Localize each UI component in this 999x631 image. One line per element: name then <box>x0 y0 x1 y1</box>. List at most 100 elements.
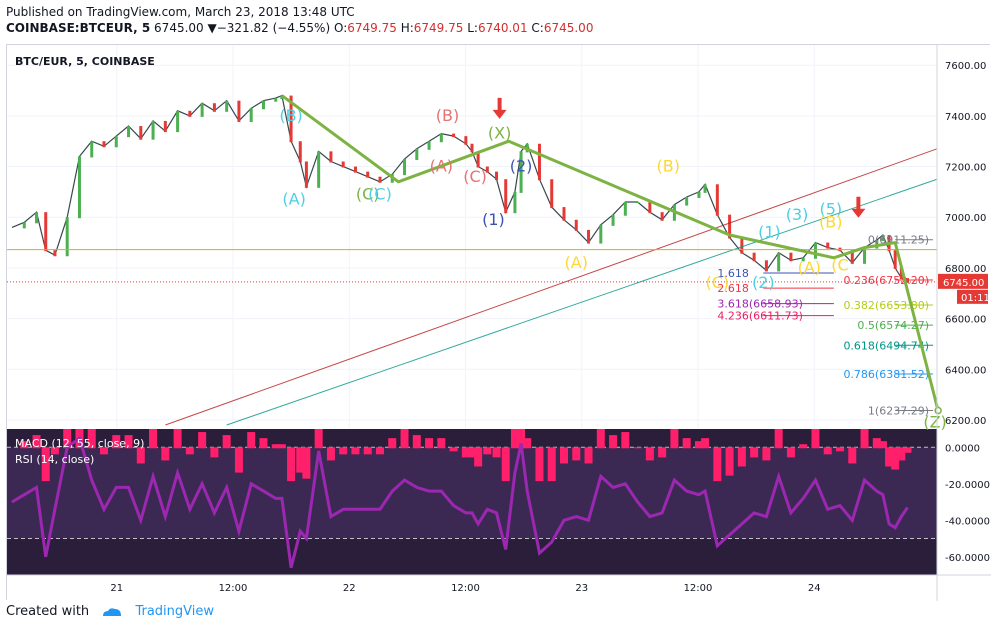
macd-histogram-bar <box>210 447 219 458</box>
candle <box>304 161 308 188</box>
x-tick-label: 23 <box>575 583 588 594</box>
macd-histogram-bar <box>296 447 305 473</box>
macd-histogram-bar <box>885 447 894 467</box>
candle <box>188 110 192 117</box>
candle <box>648 202 652 214</box>
macd-histogram-bar <box>860 429 869 449</box>
macd-histogram-bar <box>848 447 857 464</box>
macd-histogram-bar <box>149 429 158 449</box>
macd-histogram-bar <box>584 447 593 464</box>
x-tick-label: 22 <box>343 583 356 594</box>
candle <box>863 247 867 264</box>
macd-histogram-bar <box>87 429 96 449</box>
candle <box>341 161 345 168</box>
macd-histogram-bar <box>100 447 108 455</box>
wave-label: (B) <box>279 106 302 125</box>
teal-trendline <box>226 178 938 426</box>
wave-label: (A) <box>430 157 453 176</box>
fib-level-label: 0.5(6574.27) <box>857 319 929 332</box>
high-label: H: <box>400 21 414 35</box>
candle <box>53 250 57 257</box>
candle <box>261 100 265 110</box>
wave-label: (1) <box>482 210 505 229</box>
macd-histogram-bar <box>247 432 256 449</box>
macd-histogram-bar <box>774 429 783 449</box>
macd-histogram-bar <box>535 447 544 482</box>
down-arrow <box>851 196 866 218</box>
macd-histogram-bar <box>412 435 421 449</box>
y-tick-label: 6400.00 <box>945 365 986 376</box>
wave-label: (2) <box>510 157 533 176</box>
candle <box>212 103 216 112</box>
candle <box>225 100 229 112</box>
candle <box>899 267 903 280</box>
macd-histogram-bar <box>287 447 296 482</box>
candle <box>139 126 143 140</box>
candle <box>715 184 719 216</box>
candle <box>813 242 817 259</box>
macd-histogram-bar <box>523 438 532 449</box>
close-value: 6745.00 <box>543 21 594 35</box>
candle <box>378 176 382 183</box>
candle <box>550 179 554 209</box>
macd-histogram-bar <box>351 447 360 455</box>
wave-zigzag <box>281 94 940 411</box>
y-tick-label: 7600.00 <box>945 61 986 72</box>
candle <box>587 229 591 244</box>
footer: Created with TradingView <box>6 604 214 619</box>
macd-histogram-bar <box>32 435 41 449</box>
macd-histogram-bar <box>400 429 409 449</box>
candle <box>237 100 241 122</box>
macd-histogram-bar <box>185 447 194 455</box>
chart-frame[interactable]: 0(6911.25) 0.236(6752.20) 0.382(6653.80) 0.… <box>6 44 991 601</box>
candle <box>163 120 167 133</box>
x-tick-label: 21 <box>110 583 123 594</box>
osc-tick-label: 0.0000 <box>945 443 980 454</box>
macd-histogram-bar <box>897 447 906 461</box>
last-price: 6745.00 <box>154 21 204 35</box>
macd-histogram-bar <box>572 447 581 461</box>
candle <box>317 151 321 188</box>
candle <box>470 143 474 153</box>
macd-histogram-bar <box>136 447 145 464</box>
candle <box>697 191 701 198</box>
macd-histogram-bar <box>161 447 170 461</box>
y-tick-label: 7000.00 <box>945 213 986 224</box>
fib-level-label: 0.236(6752.20) <box>843 274 929 287</box>
macd-histogram-bar <box>234 447 243 473</box>
macd-histogram-bar <box>492 447 501 458</box>
price-axis: 7600.00 7400.00 7200.00 7000.00 6800.00 6600.… <box>7 45 991 601</box>
macd-histogram-bar <box>339 447 348 455</box>
macd-histogram-bar <box>501 447 510 482</box>
candle <box>464 136 468 145</box>
candle <box>703 184 707 193</box>
high-value: 6749.75 <box>413 21 464 35</box>
candle <box>513 191 517 214</box>
macd-histogram-bar <box>388 438 397 449</box>
y-tick-label: 6800.00 <box>945 264 986 275</box>
price-pane <box>11 94 909 283</box>
price-chart[interactable]: 0(6911.25)0.236(6752.20)0.382(6653.80)0.… <box>7 45 991 601</box>
wave-label: (X) <box>488 124 511 143</box>
candle <box>752 252 756 262</box>
macd-histogram-bar <box>891 447 900 470</box>
open-value: 6749.75 <box>347 21 397 35</box>
candle <box>685 196 689 206</box>
candle <box>127 126 131 138</box>
wave-label: (2) <box>752 273 775 292</box>
macd-histogram-bar <box>41 447 50 482</box>
macd-legend: MACD (12, 55, close, 9) <box>15 437 144 450</box>
tradingview-cloud-icon <box>103 607 122 616</box>
tradingview-brand[interactable]: TradingView <box>135 604 214 619</box>
candle <box>850 250 854 264</box>
y-tick-label: 7400.00 <box>945 112 986 123</box>
macd-histogram-bar <box>124 435 133 449</box>
macd-histogram-bar <box>670 429 679 449</box>
candle <box>636 202 640 204</box>
candle <box>65 217 69 257</box>
extension-label: 2.618 <box>717 282 749 295</box>
wave-label: (C) <box>706 273 730 292</box>
macd-histogram-bar <box>786 447 795 458</box>
rsi-legend: RSI (14, close) <box>15 453 94 466</box>
macd-histogram-bar <box>621 432 630 449</box>
